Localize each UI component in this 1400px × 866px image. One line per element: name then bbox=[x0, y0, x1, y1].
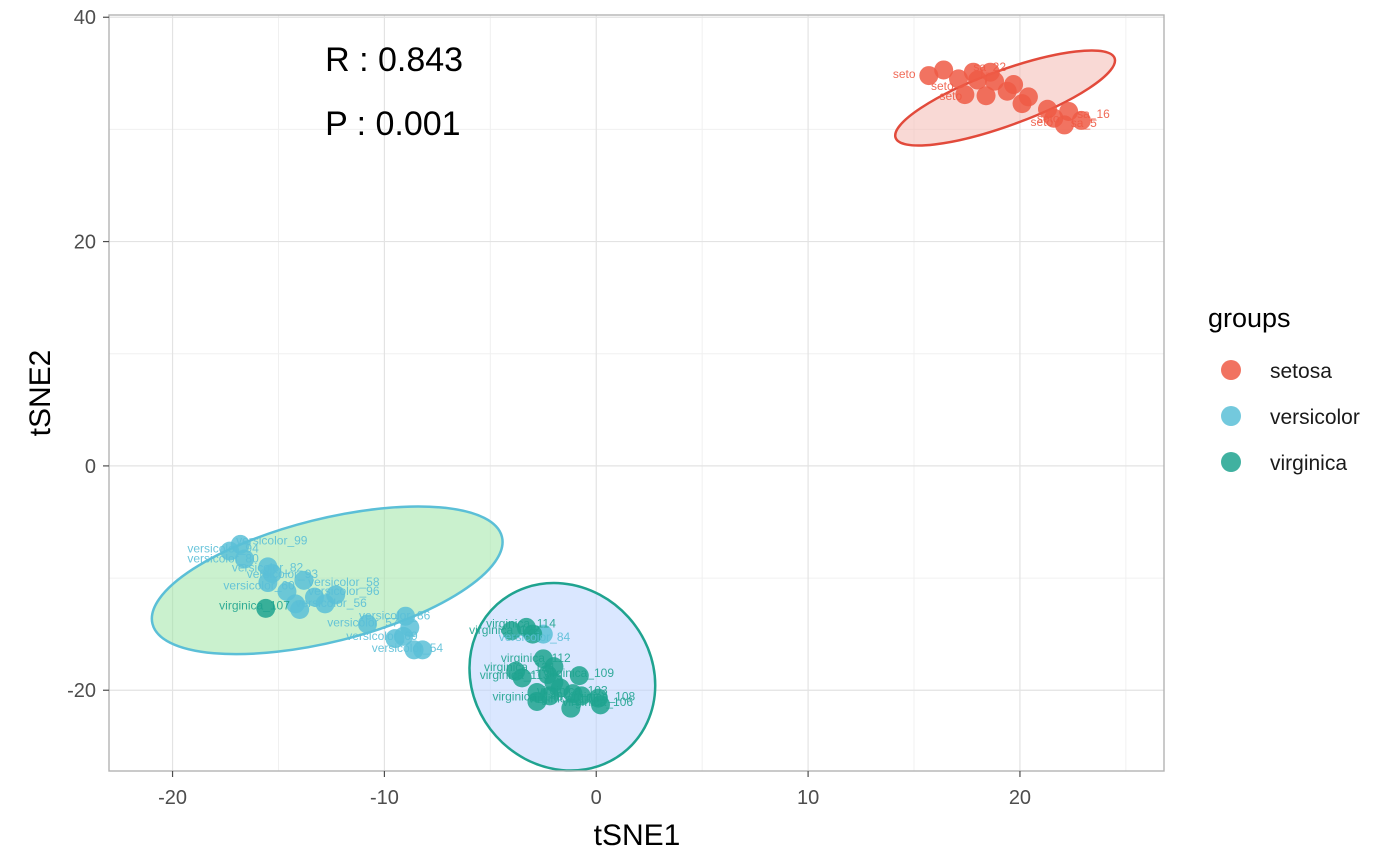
point-virginica-19 bbox=[527, 682, 547, 702]
point-setosa-2 bbox=[949, 69, 969, 89]
point-setosa-3 bbox=[955, 85, 975, 105]
point-setosa-6 bbox=[976, 86, 996, 106]
x-tick-label-2: 0 bbox=[591, 787, 602, 809]
x-tick-label-4: 20 bbox=[1009, 787, 1031, 809]
point-label-versicolor-8: versicolor_56 bbox=[295, 596, 367, 610]
point-versicolor-17 bbox=[413, 640, 433, 660]
point-label-versicolor-11: versicolor_69 bbox=[346, 629, 418, 643]
point-label-versicolor-2: versicolor_80 bbox=[187, 551, 259, 565]
point-label-setosa-1: sa_22 bbox=[973, 60, 1006, 74]
x-tick-label-3: 10 bbox=[797, 787, 819, 809]
point-label-versicolor-13: versicolor_84 bbox=[499, 630, 571, 644]
y-tick-label-3: 40 bbox=[74, 7, 96, 29]
point-versicolor-19 bbox=[290, 599, 310, 619]
point-virginica-3 bbox=[523, 624, 543, 644]
point-label-virginica-8: virginica_108 bbox=[564, 689, 635, 703]
annotation-r: R : 0.843 bbox=[325, 41, 463, 79]
point-virginica-1 bbox=[502, 621, 522, 641]
axes: -20 -10 0 10 20 -20 0 20 40 bbox=[67, 7, 1165, 809]
point-label-versicolor-9: versicolor_86 bbox=[359, 609, 431, 623]
x-tick-label-0: -20 bbox=[158, 787, 187, 809]
point-label-virginica-7: virginica_103 bbox=[537, 684, 608, 698]
point-label-virginica-11: virginica_106 bbox=[562, 695, 633, 709]
point-versicolor-18 bbox=[396, 606, 416, 626]
point-label-versicolor-4: versicolor_93 bbox=[247, 567, 319, 581]
point-label-setosa-4: sa_16 bbox=[1077, 107, 1110, 121]
y-tick-label-2: 20 bbox=[74, 232, 96, 254]
point-label-virginica-4: virginica_124 bbox=[484, 660, 555, 674]
point-versicolor-11 bbox=[326, 585, 346, 605]
legend-key-versicolor bbox=[1221, 406, 1241, 426]
point-label-setosa-0: seto bbox=[893, 67, 916, 81]
legend-key-virginica bbox=[1221, 452, 1241, 472]
y-tick-label-1: 0 bbox=[85, 456, 96, 478]
x-axis-title: tSNE1 bbox=[594, 819, 681, 852]
point-label-versicolor-1: versicolor_94 bbox=[187, 541, 259, 555]
point-versicolor-2 bbox=[235, 549, 255, 569]
point-label-setosa-5: seto bbox=[1037, 112, 1060, 126]
point-setosa-10 bbox=[1004, 75, 1024, 95]
point-label-virginica-6: virginica_113 bbox=[480, 668, 550, 682]
point-label-virginica-5: virginica_109 bbox=[543, 666, 614, 680]
point-label-versicolor-10: versicolor_57 bbox=[327, 615, 399, 629]
point-virginica-7 bbox=[512, 668, 532, 688]
point-label-virginica-2: virginica_122 bbox=[469, 623, 540, 637]
point-setosa-8 bbox=[985, 71, 1005, 91]
y-tick-label-0: -20 bbox=[67, 680, 96, 702]
point-versicolor-1 bbox=[230, 534, 250, 554]
point-label-versicolor-7: versicolor_96 bbox=[308, 584, 380, 598]
point-label-versicolor-12: versicolor_54 bbox=[372, 641, 444, 655]
y-axis-title: tSNE2 bbox=[24, 350, 57, 437]
point-label-setosa-7: sa_5 bbox=[1071, 116, 1097, 130]
legend-key-setosa bbox=[1221, 360, 1241, 380]
point-label-virginica-9: virginica_148 bbox=[492, 689, 563, 703]
point-label-versicolor-3: versicolor_82 bbox=[232, 560, 304, 574]
x-tick-label-1: -10 bbox=[370, 787, 399, 809]
point-label-versicolor-5: versicolor_58 bbox=[308, 575, 380, 589]
point-label-virginica-1: virginica_114 bbox=[486, 616, 556, 630]
point-label-versicolor-0: versicolor_99 bbox=[236, 533, 308, 547]
point-versicolor-8 bbox=[294, 570, 314, 590]
point-virginica-11 bbox=[569, 666, 589, 686]
panel-border bbox=[108, 14, 1165, 772]
legend-title: groups bbox=[1208, 303, 1291, 333]
point-setosa-0 bbox=[919, 66, 939, 86]
point-virginica-0 bbox=[256, 598, 276, 618]
data-points bbox=[220, 60, 1091, 718]
point-label-virginica-10: virginica_105 bbox=[528, 692, 599, 706]
point-label-virginica-3: virginica_112 bbox=[501, 651, 571, 665]
point-label-setosa-2: seto bbox=[931, 79, 954, 93]
point-label-versicolor-6: versicolor_60 bbox=[223, 578, 295, 592]
annotation-p: P : 0.001 bbox=[325, 105, 461, 143]
point-label-setosa-3: seto bbox=[939, 89, 962, 103]
point-setosa-17 bbox=[1071, 110, 1091, 130]
point-virginica-18 bbox=[590, 695, 610, 715]
point-setosa-1 bbox=[934, 60, 954, 80]
point-versicolor-12 bbox=[357, 614, 377, 634]
ellipse-versicolor bbox=[150, 505, 504, 656]
legend-label-setosa: setosa bbox=[1270, 360, 1332, 383]
legend: groups setosa versicolor virginica bbox=[1208, 303, 1360, 475]
legend-label-versicolor: versicolor bbox=[1270, 406, 1360, 429]
legend-label-virginica: virginica bbox=[1270, 452, 1347, 475]
point-versicolor-5 bbox=[258, 573, 278, 593]
point-label-setosa-6: seto bbox=[1031, 115, 1054, 129]
point-label-virginica-0: virginica_107 bbox=[219, 598, 290, 612]
point-setosa-12 bbox=[1018, 87, 1038, 107]
annotations: R : 0.843 P : 0.001 bbox=[325, 41, 463, 143]
point-virginica-16 bbox=[561, 698, 581, 718]
point-virginica-13 bbox=[571, 686, 591, 706]
